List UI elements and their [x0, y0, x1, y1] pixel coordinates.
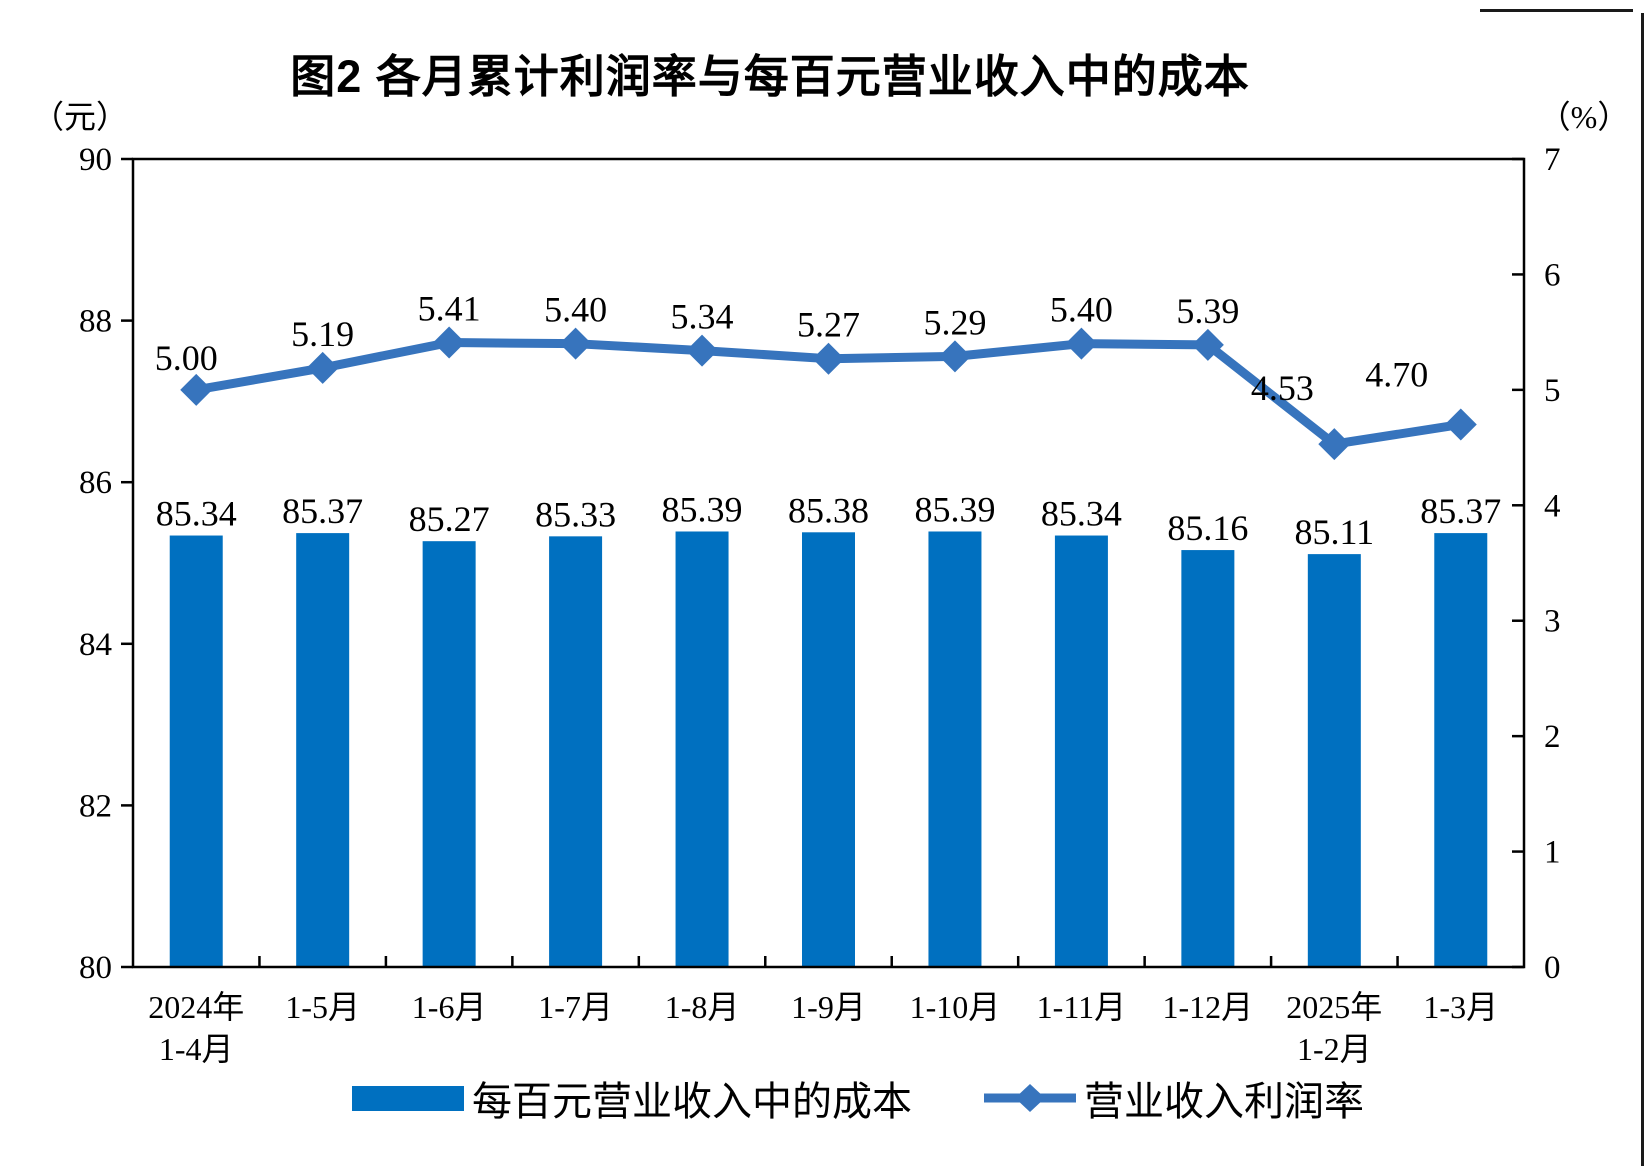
profit-rate-marker [433, 326, 466, 359]
x-category-label: 2025年 1-2月 [1286, 989, 1382, 1067]
profit-rate-marker [306, 351, 339, 384]
cost-bar [675, 531, 729, 967]
right-axis-tick-label: 3 [1544, 604, 1561, 640]
line-value-label: 5.40 [544, 290, 607, 330]
x-category-label: 1-6月 [412, 989, 487, 1025]
legend-label-cost: 每百元营业收入中的成本 [472, 1080, 912, 1124]
profit-rate-marker [1065, 327, 1098, 360]
x-category-label: 1-7月 [538, 989, 613, 1025]
right-axis-tick-label: 2 [1544, 719, 1561, 755]
x-category-label: 1-5月 [285, 989, 360, 1025]
profit-rate-marker [180, 373, 213, 406]
right-axis-tick-label: 4 [1544, 488, 1561, 524]
line-value-label: 4.70 [1365, 354, 1428, 394]
profit-rate-marker [559, 327, 592, 360]
table-border-right [1641, 13, 1644, 1166]
cost-bar [1054, 535, 1108, 967]
left-axis-tick-label: 86 [79, 465, 112, 501]
line-value-label: 4.53 [1251, 368, 1314, 408]
bar-value-label: 85.11 [1294, 512, 1374, 552]
line-value-label: 5.27 [797, 305, 860, 345]
profit-rate-marker [1444, 408, 1477, 441]
line-value-label: 5.34 [671, 297, 734, 337]
bar-value-label: 85.37 [1420, 491, 1501, 531]
line-value-label: 5.41 [418, 289, 481, 329]
right-axis-unit: （%） [1538, 99, 1630, 135]
right-axis-tick-label: 6 [1544, 257, 1561, 293]
x-category-label: 1-11月 [1037, 989, 1126, 1025]
chart-title: 图2 各月累计利润率与每百元营业收入中的成本 [290, 51, 1250, 102]
legend-label-profit: 营业收入利润率 [1084, 1080, 1364, 1124]
right-axis-tick-label: 7 [1544, 142, 1561, 178]
cost-bar [296, 533, 350, 967]
bar-value-label: 85.39 [662, 489, 743, 529]
left-axis-tick-label: 90 [79, 142, 112, 178]
x-category-label: 1-12月 [1163, 989, 1254, 1025]
line-value-label: 5.40 [1050, 290, 1113, 330]
cost-bar [802, 532, 855, 967]
bar-value-label: 85.38 [788, 490, 869, 530]
bar-value-label: 85.16 [1167, 508, 1248, 548]
bar-value-label: 85.27 [409, 499, 490, 539]
x-category-label: 1-8月 [665, 989, 740, 1025]
legend-item-cost: 每百元营业收入中的成本 [352, 1074, 912, 1124]
right-axis-tick-label: 0 [1544, 950, 1561, 986]
cost-bar [928, 531, 982, 967]
left-axis-tick-label: 80 [79, 950, 112, 986]
x-category-label: 2024年 1-4月 [148, 989, 244, 1067]
bar-value-label: 85.39 [914, 489, 995, 529]
legend-item-profit: 营业收入利润率 [984, 1074, 1364, 1124]
profit-rate-marker [1318, 428, 1351, 461]
table-border-top [1480, 9, 1633, 12]
cost-bar [549, 536, 603, 967]
profit-rate-marker [812, 342, 845, 375]
profit-rate-marker [686, 334, 719, 367]
left-axis-unit: （元） [31, 99, 128, 135]
bar-value-label: 85.33 [535, 494, 616, 534]
cost-bar [1181, 550, 1235, 967]
right-axis-tick-label: 1 [1544, 835, 1561, 871]
line-value-label: 5.19 [291, 314, 354, 354]
cost-bar [1434, 533, 1488, 967]
x-category-label: 1-9月 [791, 989, 866, 1025]
bar-value-label: 85.34 [156, 494, 237, 534]
x-category-label: 1-10月 [910, 989, 1001, 1025]
right-axis-tick-label: 5 [1544, 373, 1561, 409]
plot-border [131, 157, 1526, 969]
cost-bar [169, 535, 223, 967]
left-axis-tick-label: 82 [79, 788, 112, 824]
line-value-label: 5.39 [1176, 291, 1239, 331]
line-value-label: 5.00 [155, 338, 218, 378]
bar-value-label: 85.34 [1041, 494, 1122, 534]
x-category-label: 1-3月 [1423, 989, 1498, 1025]
left-axis-tick-label: 84 [79, 627, 112, 663]
bar-legend-swatch-icon [352, 1085, 464, 1111]
bar-value-label: 85.37 [282, 491, 363, 531]
profit-rate-marker [938, 340, 971, 373]
line-value-label: 5.29 [923, 302, 986, 342]
line-legend-swatch-icon [984, 1084, 1076, 1112]
cost-bar [1307, 554, 1361, 967]
cost-bar [422, 541, 476, 967]
profit-rate-marker [1191, 328, 1224, 361]
left-axis-tick-label: 88 [79, 304, 112, 340]
